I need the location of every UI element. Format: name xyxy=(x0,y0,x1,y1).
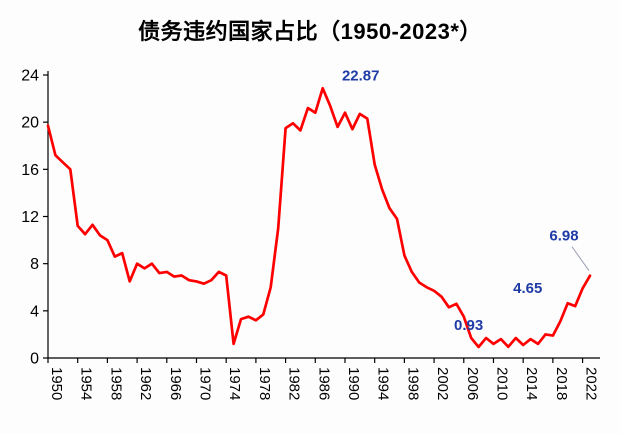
x-tick-label: 2018 xyxy=(553,367,570,400)
annotation-label: 6.98 xyxy=(549,228,578,245)
x-tick-label: 1978 xyxy=(256,367,273,400)
x-tick-label: 1990 xyxy=(345,367,362,400)
x-tick-label: 1982 xyxy=(286,367,303,400)
x-tick-label: 1986 xyxy=(315,367,332,400)
x-tick-label: 1998 xyxy=(404,367,421,400)
chart-title: 债务违约国家占比（1950-2023*） xyxy=(138,19,482,44)
x-tick-label: 1954 xyxy=(78,367,95,400)
x-tick-label: 1974 xyxy=(226,367,243,400)
series-line xyxy=(46,86,592,349)
x-tick-label: 1950 xyxy=(48,367,65,400)
annotation-leader-line xyxy=(571,246,590,271)
x-tick-label: 2022 xyxy=(583,367,600,400)
x-tick-label: 1970 xyxy=(196,367,213,400)
x-tick-label: 1962 xyxy=(137,367,154,400)
x-tick-label: 1958 xyxy=(107,367,124,400)
annotation-label: 22.87 xyxy=(342,67,380,84)
y-tick-label: 0 xyxy=(30,351,39,368)
x-tick-label: 1966 xyxy=(167,367,184,400)
x-tick-label: 2010 xyxy=(493,367,510,400)
y-tick-label: 16 xyxy=(21,162,39,179)
x-tick-label: 2006 xyxy=(464,367,481,400)
y-tick-label: 4 xyxy=(30,303,39,320)
annotation-label: 0.93 xyxy=(454,317,483,334)
x-tick-label: 2002 xyxy=(434,367,451,400)
y-tick-label: 24 xyxy=(21,68,39,85)
x-tick-label: 2014 xyxy=(523,367,540,400)
annotation-label: 4.65 xyxy=(513,280,542,297)
y-tick-label: 8 xyxy=(30,256,39,273)
y-tick-label: 20 xyxy=(21,115,39,132)
y-tick-label: 12 xyxy=(21,209,39,226)
x-tick-label: 1994 xyxy=(375,367,392,400)
